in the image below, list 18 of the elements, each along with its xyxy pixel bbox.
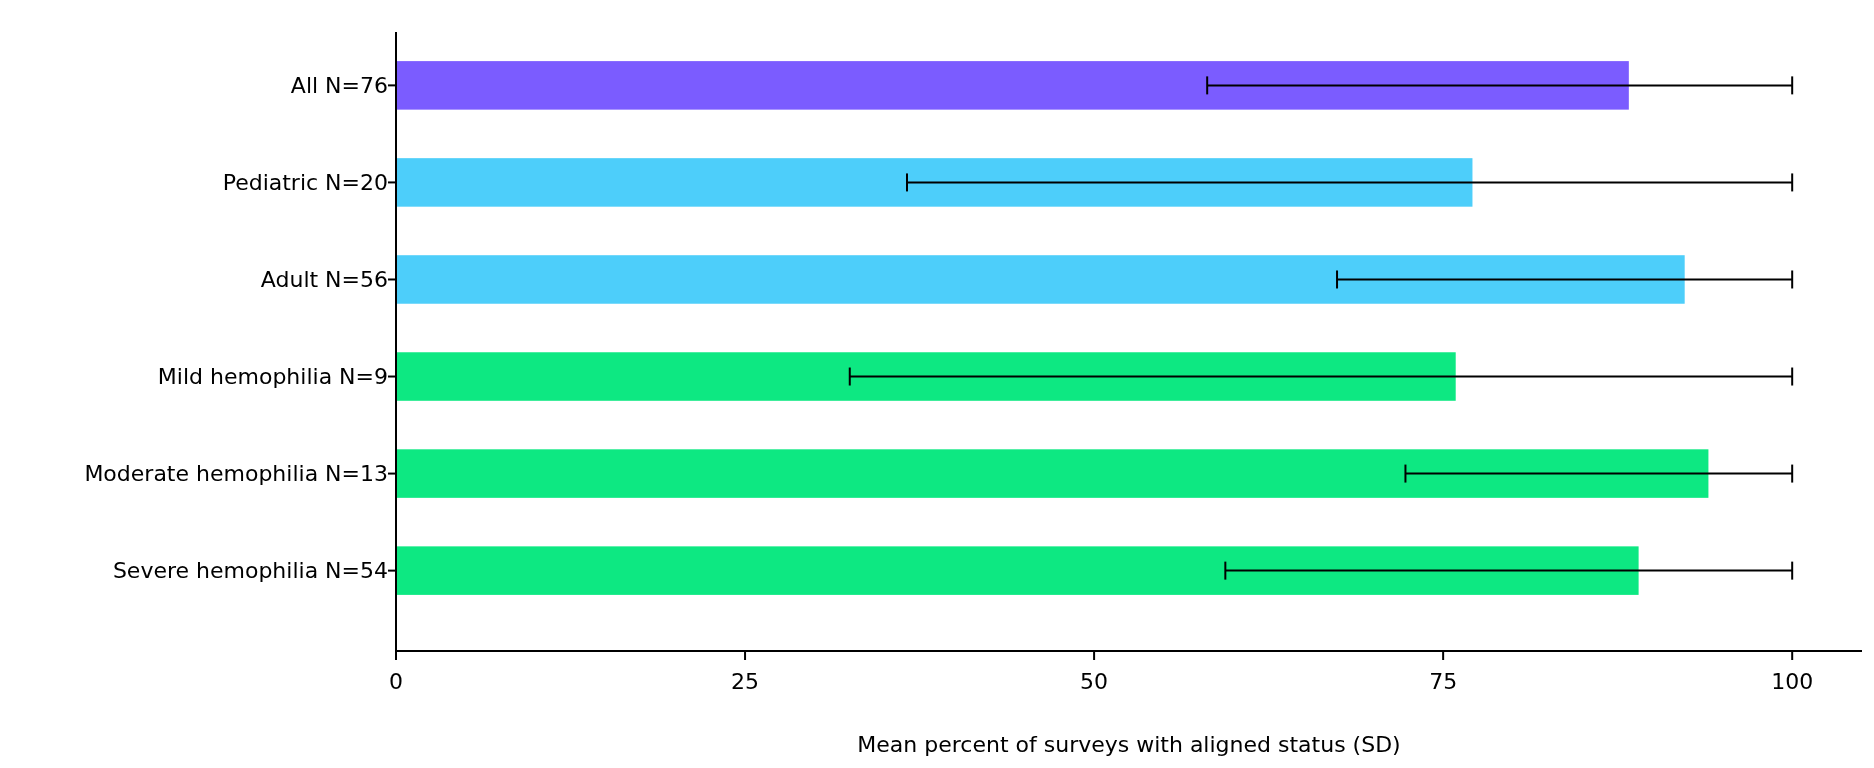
y-tick-label: All N=76 xyxy=(290,73,388,99)
x-tick-label: 0 xyxy=(389,669,403,694)
y-tick-label: Moderate hemophilia N=13 xyxy=(84,461,388,487)
y-tick-label: Pediatric N=20 xyxy=(222,170,388,196)
x-tick-label: 75 xyxy=(1429,669,1458,694)
bar xyxy=(396,61,1629,110)
bar xyxy=(396,449,1709,498)
x-tick-label: 100 xyxy=(1771,669,1814,694)
x-axis-title: Mean percent of surveys with aligned status (SD) xyxy=(857,732,1401,757)
bar xyxy=(396,158,1473,207)
bar xyxy=(396,352,1456,401)
x-tick-label: 25 xyxy=(731,669,760,694)
y-tick-label: Mild hemophilia N=9 xyxy=(157,364,388,390)
y-tick-label: Severe hemophilia N=54 xyxy=(112,558,388,584)
x-tick-label: 50 xyxy=(1080,669,1109,694)
bar xyxy=(396,546,1639,595)
y-tick-label: Adult N=56 xyxy=(260,267,388,293)
bar xyxy=(396,255,1685,304)
